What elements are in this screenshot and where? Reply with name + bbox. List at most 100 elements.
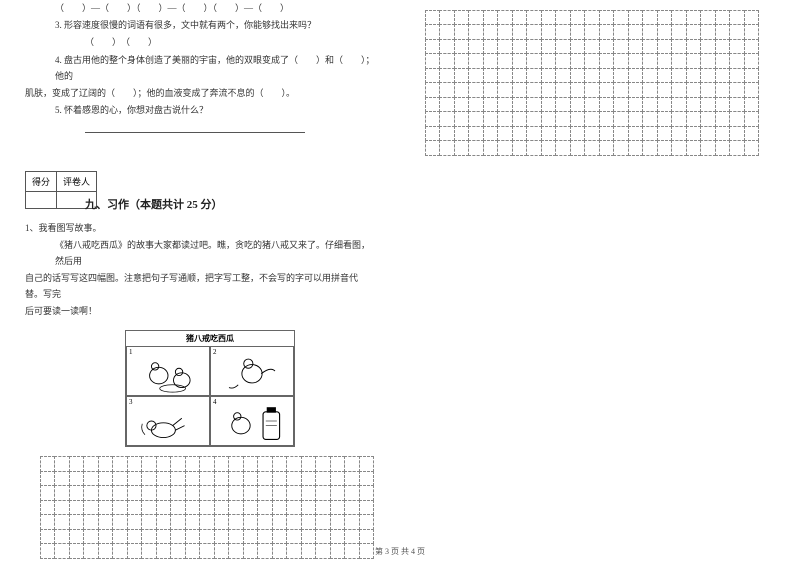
- writing-cell[interactable]: [642, 24, 658, 40]
- writing-cell[interactable]: [286, 456, 302, 472]
- writing-cell[interactable]: [483, 10, 499, 26]
- writing-cell[interactable]: [497, 68, 513, 84]
- writing-cell[interactable]: [599, 97, 615, 113]
- writing-cell[interactable]: [468, 53, 484, 69]
- writing-cell[interactable]: [483, 126, 499, 142]
- writing-cell[interactable]: [83, 456, 99, 472]
- writing-cell[interactable]: [729, 82, 745, 98]
- writing-cell[interactable]: [744, 10, 760, 26]
- writing-cell[interactable]: [570, 126, 586, 142]
- writing-cell[interactable]: [541, 140, 557, 156]
- writing-cell[interactable]: [228, 456, 244, 472]
- writing-cell[interactable]: [483, 97, 499, 113]
- writing-cell[interactable]: [454, 24, 470, 40]
- writing-cell[interactable]: [526, 111, 542, 127]
- writing-cell[interactable]: [715, 53, 731, 69]
- writing-cell[interactable]: [497, 24, 513, 40]
- writing-cell[interactable]: [584, 10, 600, 26]
- writing-cell[interactable]: [40, 514, 56, 530]
- writing-cell[interactable]: [330, 529, 346, 545]
- writing-cell[interactable]: [468, 68, 484, 84]
- writing-cell[interactable]: [127, 514, 143, 530]
- writing-cell[interactable]: [199, 485, 215, 501]
- writing-cell[interactable]: [613, 39, 629, 55]
- writing-cell[interactable]: [628, 97, 644, 113]
- writing-cell[interactable]: [613, 97, 629, 113]
- writing-cell[interactable]: [700, 10, 716, 26]
- writing-cell[interactable]: [439, 24, 455, 40]
- writing-cell[interactable]: [127, 471, 143, 487]
- writing-cell[interactable]: [671, 10, 687, 26]
- writing-cell[interactable]: [700, 140, 716, 156]
- writing-cell[interactable]: [69, 500, 85, 516]
- writing-cell[interactable]: [642, 53, 658, 69]
- writing-cell[interactable]: [642, 68, 658, 84]
- writing-cell[interactable]: [141, 485, 157, 501]
- writing-cell[interactable]: [512, 140, 528, 156]
- writing-cell[interactable]: [541, 111, 557, 127]
- writing-cell[interactable]: [541, 24, 557, 40]
- writing-cell[interactable]: [214, 514, 230, 530]
- writing-cell[interactable]: [584, 82, 600, 98]
- writing-cell[interactable]: [315, 514, 331, 530]
- writing-cell[interactable]: [512, 10, 528, 26]
- writing-cell[interactable]: [642, 82, 658, 98]
- writing-cell[interactable]: [628, 39, 644, 55]
- writing-cell[interactable]: [199, 456, 215, 472]
- writing-cell[interactable]: [228, 485, 244, 501]
- writing-cell[interactable]: [657, 82, 673, 98]
- writing-cell[interactable]: [359, 471, 375, 487]
- writing-grid-left[interactable]: [40, 457, 375, 559]
- writing-cell[interactable]: [185, 485, 201, 501]
- writing-cell[interactable]: [454, 140, 470, 156]
- writing-cell[interactable]: [613, 140, 629, 156]
- writing-cell[interactable]: [112, 529, 128, 545]
- writing-cell[interactable]: [584, 68, 600, 84]
- writing-cell[interactable]: [628, 68, 644, 84]
- writing-cell[interactable]: [286, 485, 302, 501]
- writing-cell[interactable]: [715, 39, 731, 55]
- writing-cell[interactable]: [700, 39, 716, 55]
- writing-cell[interactable]: [156, 514, 172, 530]
- writing-cell[interactable]: [715, 68, 731, 84]
- writing-cell[interactable]: [555, 140, 571, 156]
- writing-cell[interactable]: [686, 97, 702, 113]
- writing-cell[interactable]: [170, 485, 186, 501]
- writing-cell[interactable]: [214, 456, 230, 472]
- writing-cell[interactable]: [454, 82, 470, 98]
- writing-cell[interactable]: [257, 471, 273, 487]
- writing-cell[interactable]: [185, 456, 201, 472]
- writing-cell[interactable]: [628, 53, 644, 69]
- writing-cell[interactable]: [257, 500, 273, 516]
- writing-cell[interactable]: [729, 126, 745, 142]
- writing-cell[interactable]: [185, 471, 201, 487]
- writing-cell[interactable]: [671, 126, 687, 142]
- writing-cell[interactable]: [657, 140, 673, 156]
- writing-cell[interactable]: [483, 111, 499, 127]
- writing-cell[interactable]: [657, 126, 673, 142]
- writing-cell[interactable]: [425, 68, 441, 84]
- writing-cell[interactable]: [744, 97, 760, 113]
- writing-cell[interactable]: [98, 471, 114, 487]
- writing-cell[interactable]: [497, 53, 513, 69]
- writing-cell[interactable]: [257, 529, 273, 545]
- writing-cell[interactable]: [570, 24, 586, 40]
- writing-cell[interactable]: [642, 140, 658, 156]
- writing-cell[interactable]: [657, 24, 673, 40]
- writing-cell[interactable]: [541, 82, 557, 98]
- writing-cell[interactable]: [330, 485, 346, 501]
- writing-cell[interactable]: [127, 485, 143, 501]
- writing-cell[interactable]: [199, 471, 215, 487]
- writing-cell[interactable]: [628, 126, 644, 142]
- writing-cell[interactable]: [700, 24, 716, 40]
- writing-cell[interactable]: [599, 24, 615, 40]
- writing-cell[interactable]: [468, 140, 484, 156]
- writing-cell[interactable]: [439, 53, 455, 69]
- writing-cell[interactable]: [526, 82, 542, 98]
- writing-cell[interactable]: [40, 529, 56, 545]
- writing-cell[interactable]: [628, 82, 644, 98]
- writing-cell[interactable]: [228, 471, 244, 487]
- writing-cell[interactable]: [425, 126, 441, 142]
- writing-cell[interactable]: [439, 126, 455, 142]
- writing-cell[interactable]: [272, 500, 288, 516]
